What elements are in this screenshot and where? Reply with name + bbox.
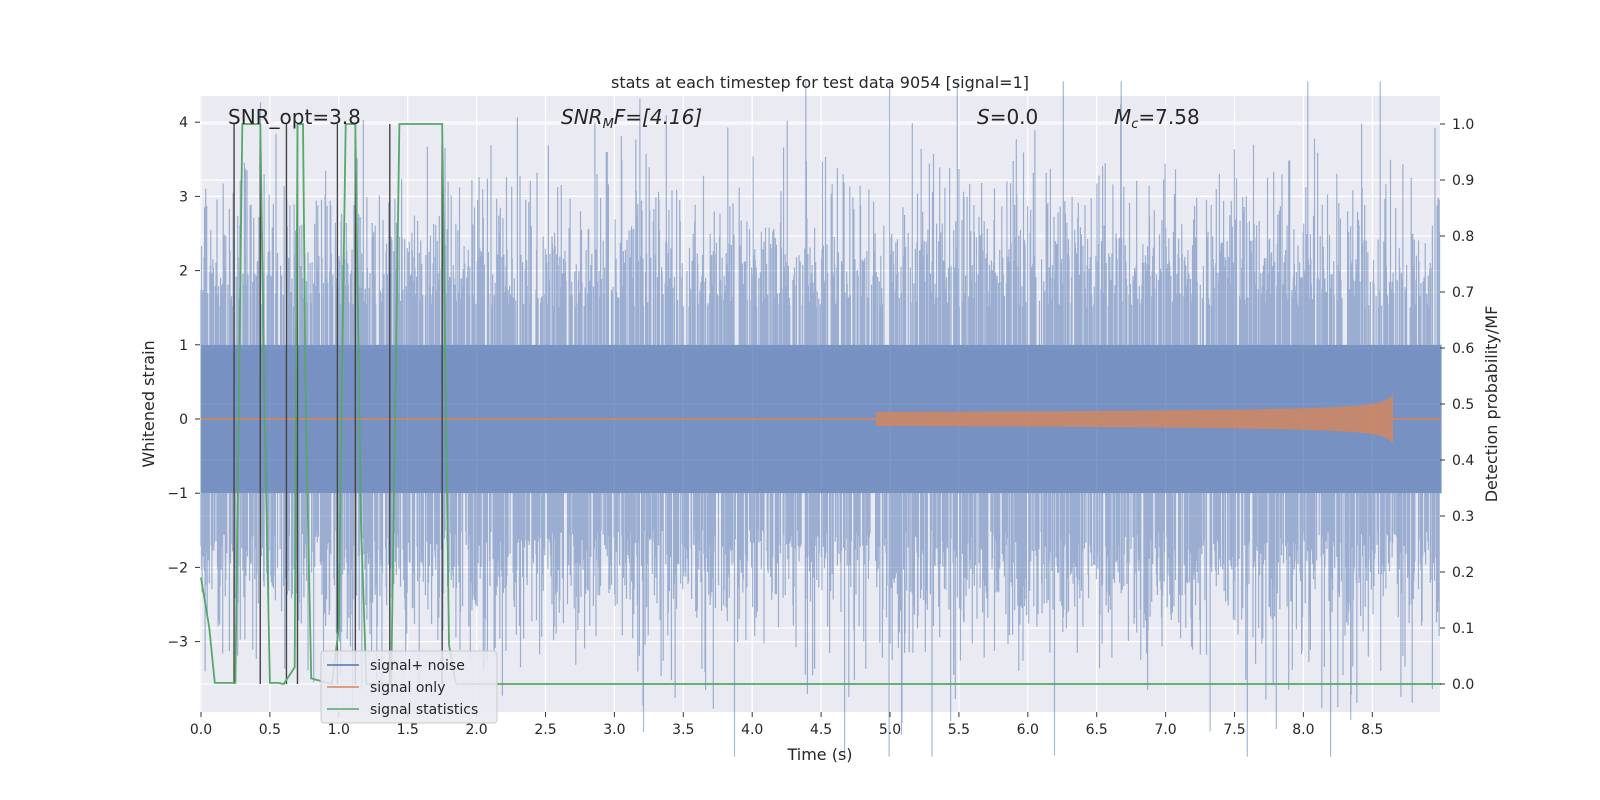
x-tick-label: 8.0 [1292, 722, 1314, 738]
x-tick-label: 0.0 [190, 722, 212, 738]
x-tick-label: 5.0 [879, 722, 901, 738]
y-right-tick-label: 0.5 [1452, 397, 1474, 413]
x-tick-label: 6.5 [1086, 722, 1108, 738]
y-right-tick-label: 0.4 [1452, 453, 1474, 469]
series-signal-statistics [200, 123, 1442, 686]
y-right-tick-label: 1.0 [1452, 117, 1474, 133]
y-left-tick-label: 2 [179, 264, 188, 280]
chirp-envelope [876, 393, 1393, 445]
y-right-tick-label: 0.7 [1452, 285, 1474, 301]
legend: signal+ noise signal only signal statist… [320, 650, 498, 724]
y-left-tick-label: 0 [179, 412, 188, 428]
x-tick-label: 4.5 [810, 722, 832, 738]
y-left-tick-label: 1 [179, 338, 188, 354]
x-tick-label: 8.5 [1361, 722, 1383, 738]
right-y-axis-label: Detection probability/MF [1482, 306, 1501, 503]
x-tick-label: 3.0 [603, 722, 625, 738]
x-axis-ticks: 0.0 0.5 1.0 1.5 2.0 2.5 3.0 3.5 4.0 4.5 5.0 5.5 6.0 6… [190, 712, 1383, 738]
legend-box [320, 650, 498, 724]
legend-label-signal-statistics: signal statistics [370, 702, 478, 718]
legend-label-signal-plus-noise: signal+ noise [370, 658, 465, 674]
y-right-tick-label: 0.0 [1452, 677, 1474, 693]
annotation-s: S=0.0 [977, 105, 1038, 129]
x-tick-label: 1.0 [328, 722, 350, 738]
x-tick-label: 0.5 [259, 722, 281, 738]
annotation-mc: Mc=7.58 [1114, 105, 1200, 132]
x-tick-label: 2.5 [534, 722, 556, 738]
x-tick-label: 5.5 [948, 722, 970, 738]
y-right-tick-label: 0.6 [1452, 341, 1474, 357]
annotation-snr-opt: SNR_opt=3.8 [228, 105, 361, 129]
x-tick-label: 3.5 [672, 722, 694, 738]
y-right-tick-label: 0.1 [1452, 621, 1474, 637]
y-right-tick-label: 0.9 [1452, 173, 1474, 189]
y-left-tick-label: −2 [167, 560, 188, 576]
annotation-snr-mf: SNRMF=[4.16] [561, 105, 702, 132]
vertical-markers [233, 124, 443, 684]
series-signal-only [201, 393, 1442, 445]
y-left-tick-label: −1 [167, 486, 188, 502]
right-y-axis-ticks: 0.0 0.1 0.2 0.3 0.4 0.5 0.6 0.7 0.8 0.9 1.0 [1440, 117, 1474, 693]
left-y-axis-label: Whitened strain [139, 340, 158, 467]
x-tick-label: 4.0 [741, 722, 763, 738]
y-right-tick-label: 0.3 [1452, 509, 1474, 525]
y-left-tick-label: −3 [167, 635, 188, 651]
x-tick-label: 7.5 [1223, 722, 1245, 738]
x-tick-label: 7.0 [1154, 722, 1176, 738]
stats-line [200, 123, 1442, 686]
x-tick-label: 1.5 [397, 722, 419, 738]
left-y-axis-ticks: −3 −2 −1 0 1 2 3 4 [167, 115, 200, 651]
legend-label-signal-only: signal only [370, 680, 445, 696]
y-right-tick-label: 0.2 [1452, 565, 1474, 581]
y-left-tick-label: 4 [179, 115, 188, 131]
y-left-tick-label: 3 [179, 189, 188, 205]
x-tick-label: 6.0 [1017, 722, 1039, 738]
x-tick-label: 2.0 [465, 722, 487, 738]
y-right-tick-label: 0.8 [1452, 229, 1474, 245]
x-axis-label: Time (s) [786, 745, 852, 764]
chart-title: stats at each timestep for test data 905… [611, 73, 1029, 92]
